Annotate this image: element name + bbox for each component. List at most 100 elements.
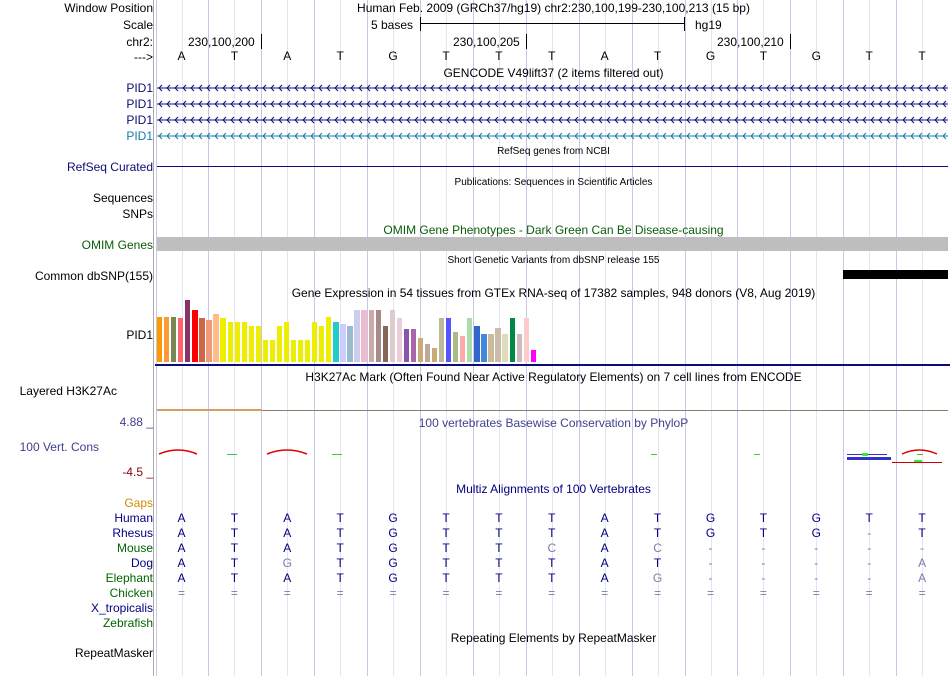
gencode-track-3[interactable] [157,116,948,124]
h3k27ac-label[interactable]: Layered H3K27Ac [19,384,117,398]
gtex-tissue-bar[interactable] [453,332,459,362]
gtex-tissue-bar[interactable] [354,310,360,362]
species-label-zebrafish[interactable]: Zebrafish [102,616,153,630]
gencode-track-1[interactable] [157,84,948,92]
omim-label[interactable]: OMIM Genes [81,238,153,252]
species-label-elephant[interactable]: Elephant [105,571,153,585]
species-label-x_tropicalis[interactable]: X_tropicalis [90,601,153,615]
gtex-tissue-bar[interactable] [248,326,254,362]
sequences-label[interactable]: Sequences [92,191,153,205]
gtex-tissue-bar[interactable] [206,320,212,362]
phylop-label[interactable]: 100 Vert. Cons [19,440,99,454]
gtex-tissue-bar[interactable] [269,340,276,362]
gtex-tissue-bar[interactable] [178,318,184,362]
gencode-track-4[interactable] [157,132,948,140]
species-label-human[interactable]: Human [114,511,153,525]
strand-arrow [790,132,795,140]
gtex-tissue-bar[interactable] [199,318,205,362]
gtex-tissue-bar[interactable] [262,340,269,362]
gencode-item-2[interactable]: PID1 [126,97,153,111]
gencode-track-2[interactable] [157,100,948,108]
gtex-tissue-bar[interactable] [488,334,494,362]
gtex-tissue-bar[interactable] [220,318,226,362]
gtex-label[interactable]: PID1 [126,328,153,342]
gtex-tissue-bar[interactable] [439,318,445,362]
gtex-tissue-bar[interactable] [375,310,381,362]
gtex-tissue-bar[interactable] [347,326,353,362]
gtex-tissue-bar[interactable] [319,326,325,362]
gtex-tissue-bar[interactable] [502,334,508,362]
gtex-tissue-bar[interactable] [333,322,339,362]
refseq-track-line[interactable] [157,166,948,167]
dbsnp-variant-bar[interactable] [843,270,948,279]
gtex-tissue-bar[interactable] [164,317,170,362]
gtex-tissue-bar[interactable] [298,340,304,362]
gtex-tissue-bar[interactable] [368,310,374,362]
repeatmasker-title[interactable]: Repeating Elements by RepeatMasker [450,631,657,645]
gtex-tissue-bar[interactable] [157,317,163,362]
gtex-tissue-bar[interactable] [241,322,247,362]
gtex-tissue-bar[interactable] [312,322,318,362]
h3k27ac-title[interactable]: H3K27Ac Mark (Often Found Near Active Re… [305,370,802,384]
gtex-tissue-bar[interactable] [424,344,431,362]
gtex-tissue-bar[interactable] [474,326,480,362]
gtex-tissue-bar[interactable] [326,317,332,362]
gtex-tissue-bar[interactable] [403,329,410,362]
species-label-chicken[interactable]: Chicken [109,586,153,600]
gtex-tissue-bar[interactable] [227,322,233,362]
gtex-tissue-bar[interactable] [410,329,417,362]
publications-title[interactable]: Publications: Sequences in Scientific Ar… [454,177,653,188]
gencode-title[interactable]: GENCODE V49lift37 (2 items filtered out) [443,66,664,80]
species-label-dog[interactable]: Dog [130,556,153,570]
multiz-title[interactable]: Multiz Alignments of 100 Vertebrates [456,482,651,496]
gtex-tissue-bar[interactable] [509,318,515,362]
gtex-tissue-bar[interactable] [213,314,219,362]
gtex-tissue-bar[interactable] [382,326,388,362]
refseq-title[interactable]: RefSeq genes from NCBI [497,146,610,157]
gtex-tissue-bar[interactable] [290,340,297,362]
gtex-tissue-bar[interactable] [255,326,261,362]
alignment-base: T [336,556,344,570]
phylop-signal[interactable] [157,444,948,466]
gtex-tissue-bar[interactable] [340,324,346,362]
snps-label[interactable]: SNPs [122,207,153,221]
species-label-rhesus[interactable]: Rhesus [112,526,153,540]
gtex-tissue-bar[interactable] [283,322,290,362]
dbsnp-title[interactable]: Short Genetic Variants from dbSNP releas… [447,255,660,266]
gtex-tissue-bar[interactable] [523,318,529,362]
gtex-tissue-bar[interactable] [431,348,438,362]
repeatmasker-label[interactable]: RepeatMasker [74,646,153,660]
gtex-tissue-bar[interactable] [361,310,367,362]
gtex-tissue-bar[interactable] [495,328,501,362]
strand-arrow [190,116,195,124]
gtex-tissue-bar[interactable] [185,300,191,362]
gencode-item-1[interactable]: PID1 [126,81,153,95]
gtex-tissue-bar[interactable] [417,338,424,362]
gtex-tissue-bar[interactable] [396,318,402,362]
gtex-tissue-bar[interactable] [530,350,536,362]
gencode-item-3[interactable]: PID1 [126,113,153,127]
refseq-label[interactable]: RefSeq Curated [66,160,153,174]
gtex-bar-chart[interactable] [157,300,537,363]
gtex-tissue-bar[interactable] [460,336,466,362]
gtex-tissue-bar[interactable] [467,318,473,362]
strand-arrow [262,116,267,124]
gtex-tissue-bar[interactable] [481,334,487,362]
gtex-tissue-bar[interactable] [389,310,395,362]
species-label-mouse[interactable]: Mouse [116,541,153,555]
phylop-title[interactable]: 100 vertebrates Basewise Conservation by… [418,416,689,430]
gtex-tissue-bar[interactable] [192,310,198,362]
strand-arrow [534,84,539,92]
gtex-tissue-bar[interactable] [516,334,522,362]
gtex-tissue-bar[interactable] [305,340,311,362]
omim-title[interactable]: OMIM Gene Phenotypes - Dark Green Can Be… [383,223,724,237]
dbsnp-label[interactable]: Common dbSNP(155) [34,269,153,283]
gtex-title[interactable]: Gene Expression in 54 tissues from GTEx … [291,286,816,300]
gtex-tissue-bar[interactable] [171,317,177,362]
gtex-tissue-bar[interactable] [446,318,452,362]
gtex-tissue-bar[interactable] [234,322,240,362]
strand-arrow [678,84,683,92]
gencode-item-4[interactable]: PID1 [126,129,153,143]
gtex-tissue-bar[interactable] [276,326,283,362]
omim-gene-bar[interactable] [157,237,948,251]
